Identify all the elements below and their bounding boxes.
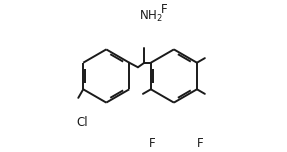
Text: F: F <box>161 3 167 16</box>
Text: F: F <box>149 137 155 150</box>
Text: F: F <box>196 137 203 150</box>
Text: Cl: Cl <box>77 116 88 129</box>
Text: NH$_2$: NH$_2$ <box>139 9 163 24</box>
